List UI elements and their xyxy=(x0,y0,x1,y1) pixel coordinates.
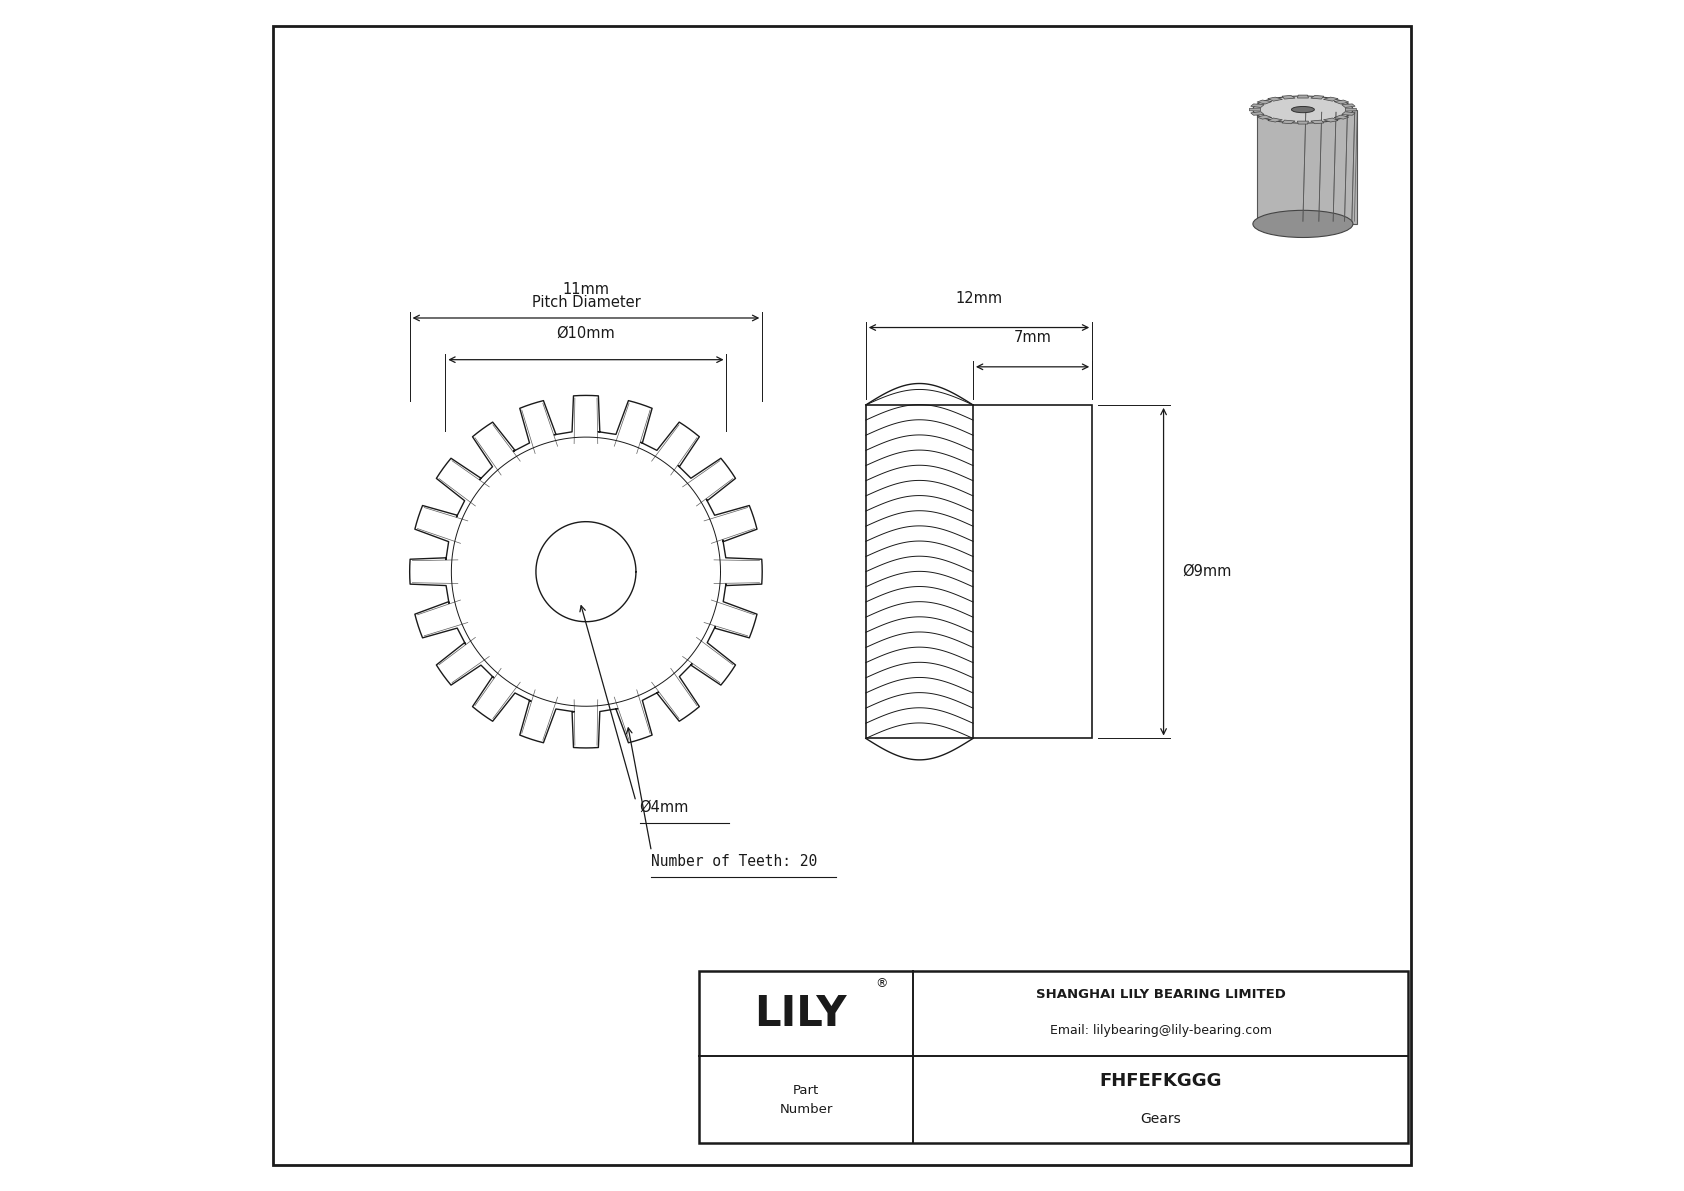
Text: SHANGHAI LILY BEARING LIMITED: SHANGHAI LILY BEARING LIMITED xyxy=(1036,989,1285,1000)
Polygon shape xyxy=(1342,104,1356,107)
Text: 12mm: 12mm xyxy=(955,291,1002,306)
Text: LILY: LILY xyxy=(754,992,847,1035)
Polygon shape xyxy=(1346,108,1356,111)
Polygon shape xyxy=(1250,108,1260,111)
Polygon shape xyxy=(1256,100,1271,104)
Text: Number of Teeth: 20: Number of Teeth: 20 xyxy=(652,854,818,868)
Text: Ø9mm: Ø9mm xyxy=(1182,565,1233,579)
Text: ®: ® xyxy=(876,978,887,990)
Ellipse shape xyxy=(1292,106,1314,113)
Polygon shape xyxy=(1297,121,1308,124)
Polygon shape xyxy=(1268,98,1283,101)
Polygon shape xyxy=(1342,112,1356,116)
Text: Gears: Gears xyxy=(1140,1112,1180,1125)
Ellipse shape xyxy=(1253,211,1352,237)
Text: Ø4mm: Ø4mm xyxy=(640,800,689,815)
Polygon shape xyxy=(1324,118,1339,121)
Bar xyxy=(866,405,1093,738)
Polygon shape xyxy=(1310,120,1324,124)
Text: Ø10mm: Ø10mm xyxy=(556,325,615,341)
Polygon shape xyxy=(1251,112,1265,116)
Text: 7mm: 7mm xyxy=(1014,330,1051,345)
Polygon shape xyxy=(1310,95,1324,99)
Text: Pitch Diameter: Pitch Diameter xyxy=(532,294,640,310)
Polygon shape xyxy=(1282,95,1295,99)
Text: FHFEFKGGG: FHFEFKGGG xyxy=(1100,1072,1223,1090)
Text: 11mm: 11mm xyxy=(562,281,610,297)
Polygon shape xyxy=(1268,118,1283,121)
Polygon shape xyxy=(1258,110,1357,224)
Polygon shape xyxy=(1334,100,1349,104)
Polygon shape xyxy=(1297,95,1308,98)
Ellipse shape xyxy=(1253,96,1352,123)
Polygon shape xyxy=(1251,104,1265,107)
Text: Part
Number: Part Number xyxy=(780,1084,834,1116)
Bar xyxy=(699,971,1408,1143)
Polygon shape xyxy=(1334,116,1349,119)
Polygon shape xyxy=(1256,116,1271,119)
Polygon shape xyxy=(1324,98,1339,101)
Polygon shape xyxy=(1282,120,1295,124)
Text: Email: lilybearing@lily-bearing.com: Email: lilybearing@lily-bearing.com xyxy=(1049,1024,1271,1036)
